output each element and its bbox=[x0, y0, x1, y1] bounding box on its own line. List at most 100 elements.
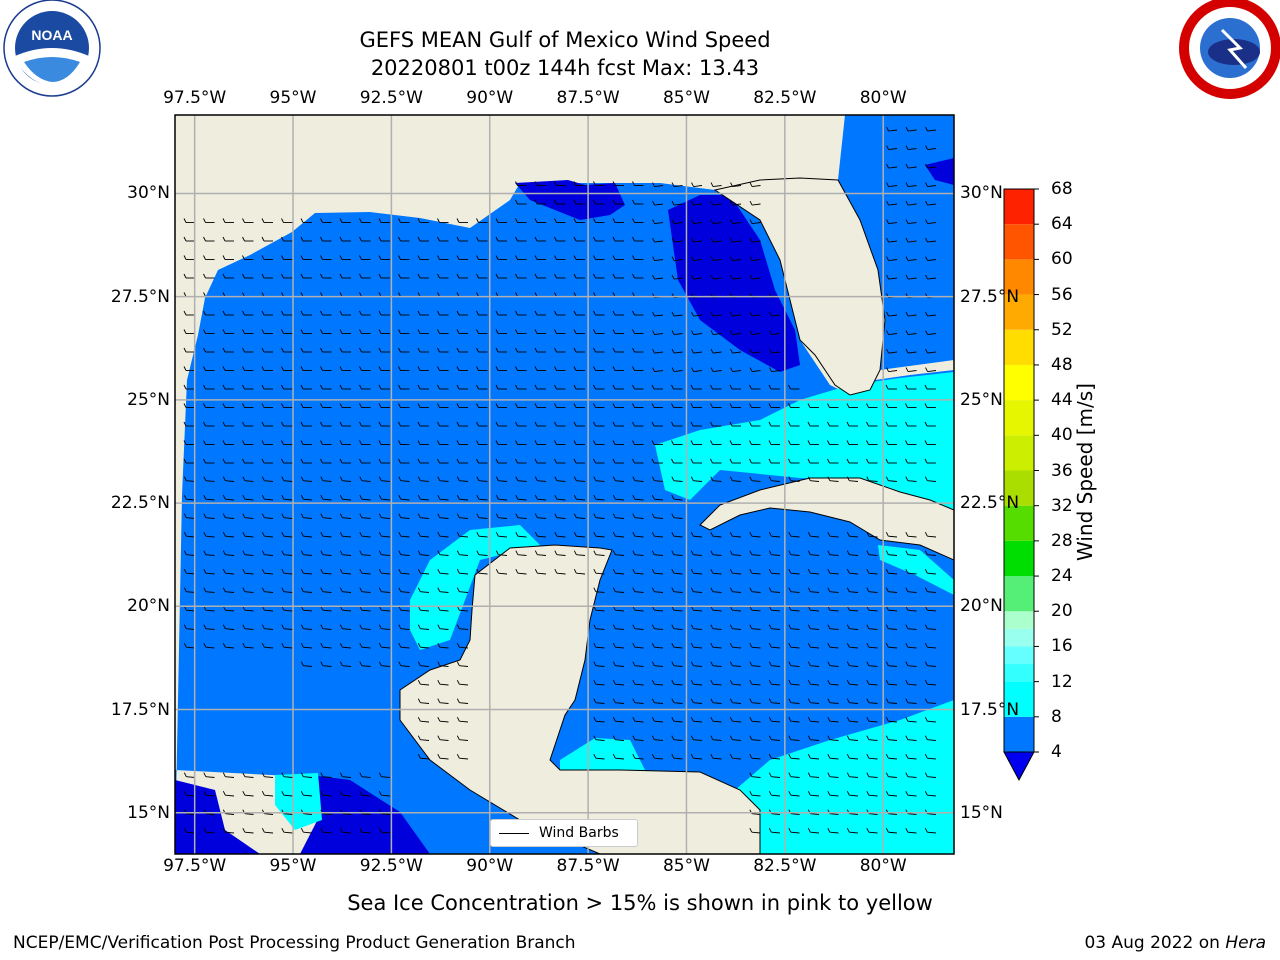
wind-barb bbox=[437, 218, 449, 223]
wind-barb bbox=[437, 458, 449, 464]
wind-barb bbox=[281, 531, 293, 538]
wind-barb bbox=[261, 513, 274, 519]
wind-barb bbox=[320, 513, 332, 519]
wind-barb bbox=[359, 661, 371, 667]
wind-barb bbox=[593, 624, 605, 630]
wind-barb bbox=[671, 384, 683, 390]
wind-barb bbox=[924, 384, 936, 390]
wind-barb bbox=[203, 642, 215, 649]
wind-barb bbox=[729, 679, 742, 686]
wind-barb bbox=[222, 568, 235, 575]
wind-barb bbox=[749, 661, 761, 667]
wind-barb bbox=[651, 587, 664, 593]
wind-barb bbox=[456, 347, 468, 353]
wind-barb bbox=[905, 348, 917, 354]
wind-barb bbox=[886, 330, 898, 336]
wind-barb bbox=[183, 476, 196, 482]
wind-barb bbox=[710, 403, 722, 408]
wind-barb bbox=[612, 310, 624, 316]
wind-barb bbox=[807, 458, 819, 464]
wind-barb bbox=[339, 440, 351, 445]
wind-barb bbox=[261, 642, 274, 649]
wind-barb bbox=[632, 753, 644, 760]
wind-barb bbox=[261, 568, 274, 575]
wind-barb bbox=[788, 476, 800, 482]
wind-barb bbox=[554, 181, 566, 186]
wind-barb bbox=[690, 403, 702, 408]
wind-barb bbox=[573, 347, 585, 353]
wind-barb bbox=[593, 273, 605, 279]
wind-barb bbox=[749, 256, 761, 262]
wind-barb bbox=[554, 310, 566, 316]
wind-barb bbox=[183, 550, 196, 556]
wind-barb bbox=[690, 587, 703, 593]
lon-tick-label: 92.5°W bbox=[359, 88, 423, 108]
colorbar-tick-label: 16 bbox=[1051, 636, 1073, 657]
wind-barb bbox=[417, 587, 430, 593]
wind-barb bbox=[788, 384, 800, 390]
wind-barb bbox=[729, 642, 742, 649]
wind-barb bbox=[300, 347, 312, 353]
wind-barb bbox=[807, 790, 820, 797]
wind-barb bbox=[554, 421, 566, 427]
wind-barb bbox=[495, 568, 508, 575]
nws-logo: ★ ★ ★ bbox=[1179, 0, 1280, 99]
wind-barb bbox=[281, 236, 293, 242]
wind-barb bbox=[710, 550, 722, 556]
wind-barb bbox=[652, 348, 664, 354]
wind-barb bbox=[476, 550, 488, 556]
wind-barb bbox=[749, 458, 761, 464]
calm-area-atlantic bbox=[925, 158, 954, 185]
wind-barb bbox=[612, 476, 625, 482]
wind-barb bbox=[730, 311, 742, 317]
wind-barb bbox=[788, 403, 800, 408]
wind-barb bbox=[885, 476, 898, 482]
wind-barb bbox=[886, 126, 898, 132]
wind-barb bbox=[827, 772, 839, 778]
wind-barb bbox=[651, 624, 664, 630]
wind-barb bbox=[866, 458, 878, 464]
wind-barb bbox=[359, 642, 371, 649]
wind-barb bbox=[885, 421, 897, 427]
wind-barb bbox=[203, 440, 215, 445]
wind-barb bbox=[554, 236, 566, 242]
wind-barb bbox=[183, 494, 196, 501]
wind-barb bbox=[866, 661, 878, 667]
wind-barb bbox=[612, 181, 624, 186]
wind-barb bbox=[495, 366, 507, 371]
wind-barb bbox=[886, 274, 898, 280]
colorbar-tick-label: 28 bbox=[1051, 530, 1073, 551]
wind-barb bbox=[886, 311, 898, 317]
wind-barb bbox=[612, 716, 625, 723]
wind-barb bbox=[573, 218, 585, 223]
footer-machine: Hera bbox=[1225, 933, 1266, 953]
sea-ice-note: Sea Ice Concentration > 15% is shown in … bbox=[347, 891, 933, 915]
wind-barb bbox=[359, 531, 371, 538]
wind-barb bbox=[515, 568, 527, 575]
wind-barb bbox=[281, 642, 293, 649]
wind-barb bbox=[827, 698, 839, 704]
wind-barb bbox=[339, 568, 352, 575]
wind-barb bbox=[846, 421, 858, 427]
wind-barb bbox=[300, 790, 313, 797]
wind-barb bbox=[437, 310, 449, 316]
wind-barb bbox=[768, 642, 781, 649]
wind-barb bbox=[885, 440, 897, 445]
colorbar-label: Wind Speed [m/s] bbox=[1073, 383, 1097, 561]
wind-barb bbox=[866, 753, 878, 760]
wind-barb bbox=[827, 587, 839, 593]
wind-barb bbox=[183, 218, 195, 223]
wind-barb bbox=[378, 827, 391, 834]
wind-barb bbox=[515, 329, 527, 334]
wind-barb bbox=[612, 273, 624, 279]
wind-barb bbox=[768, 735, 781, 741]
wind-barb bbox=[905, 550, 917, 556]
wind-barb bbox=[749, 237, 761, 243]
wind-barb bbox=[593, 716, 605, 723]
wind-barb bbox=[807, 587, 820, 593]
wind-barb bbox=[671, 237, 683, 243]
wind-barb bbox=[885, 384, 897, 390]
wind-barb bbox=[905, 219, 917, 225]
wind-barb bbox=[437, 255, 449, 260]
wind-barb bbox=[925, 348, 937, 354]
